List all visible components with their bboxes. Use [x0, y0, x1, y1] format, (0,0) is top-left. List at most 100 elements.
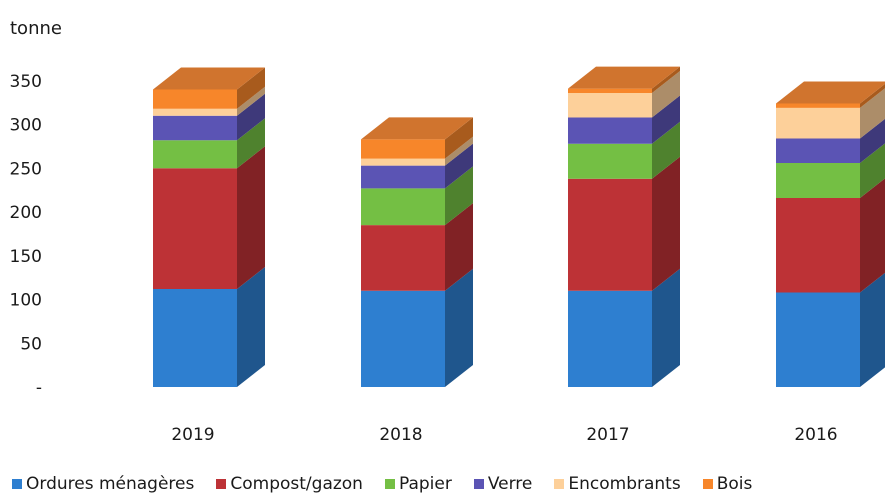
bar-segment — [776, 143, 885, 198]
bar-side — [237, 118, 265, 169]
bar-segment — [776, 88, 885, 139]
bar-segment — [361, 136, 473, 166]
bar-front — [361, 165, 445, 189]
y-tick-label: 300 — [10, 116, 42, 136]
bar-front — [153, 108, 237, 116]
bar-stack-2019 — [153, 67, 265, 387]
bar-front — [776, 103, 860, 108]
bar-side — [237, 86, 265, 116]
legend-label: Compost/gazon — [230, 474, 363, 494]
legend-swatch — [384, 479, 395, 489]
bar-side — [237, 267, 265, 387]
bar-top — [568, 66, 680, 89]
bar-front — [361, 290, 445, 387]
bar-front — [153, 115, 237, 141]
bar-side — [445, 203, 473, 291]
bar-side — [860, 118, 885, 163]
legend-item: Ordures ménagères — [12, 474, 194, 494]
legend-item: Compost/gazon — [216, 474, 363, 494]
legend-item: Verre — [473, 474, 533, 494]
bar-segment — [153, 86, 265, 116]
x-category-label: 2017 — [586, 425, 629, 445]
legend-swatch — [12, 479, 22, 489]
legend-item: Papier — [384, 474, 452, 494]
bar-front — [776, 138, 860, 163]
bar-front — [568, 143, 652, 179]
x-category-label: 2018 — [379, 425, 422, 445]
y-tick-label: - — [36, 378, 42, 398]
legend-item: Bois — [702, 474, 753, 494]
bar-segment — [153, 67, 265, 109]
y-tick-label: 350 — [10, 72, 42, 92]
bar-segment — [776, 83, 885, 108]
legend-label: Bois — [716, 474, 753, 494]
bar-stack-2016 — [776, 81, 885, 387]
bar-segment — [568, 95, 680, 144]
y-tick-label: 250 — [10, 159, 42, 179]
bar-segment — [568, 66, 680, 93]
bar-side — [445, 268, 473, 387]
bar-top — [776, 81, 885, 104]
bar-stack-2017 — [568, 66, 680, 387]
bar-segment — [568, 121, 680, 179]
x-category-label: 2019 — [171, 425, 214, 445]
bar-side — [652, 95, 680, 144]
bar-front — [776, 107, 860, 139]
bar-front — [568, 178, 652, 291]
bar-front — [776, 163, 860, 198]
bar-front — [568, 290, 652, 387]
bar-side — [652, 71, 680, 118]
y-axis-unit-label: tonne — [10, 18, 62, 39]
stacked-bar-chart: - 50 100 150 200 250 300 350 2019 2018 2017 2016 — [10, 66, 885, 445]
bar-front — [361, 158, 445, 166]
legend-label: Ordures ménagères — [26, 474, 195, 494]
legend-swatch — [554, 479, 565, 489]
bar-segment — [361, 268, 473, 387]
bar-side — [237, 146, 265, 289]
bar-stack-2018 — [361, 117, 473, 387]
y-tick-label: 100 — [10, 291, 42, 311]
bar-front — [776, 198, 860, 293]
bar-front — [361, 225, 445, 291]
bar-segment — [361, 143, 473, 189]
bar-front — [776, 292, 860, 387]
bar-side — [445, 136, 473, 166]
bar-segment — [361, 166, 473, 226]
legend-label: Encombrants — [568, 474, 681, 494]
bar-side — [860, 83, 885, 108]
bar-segment — [776, 178, 885, 293]
y-tick-label: 200 — [10, 203, 42, 223]
bar-side — [445, 117, 473, 159]
x-category-label: 2016 — [794, 425, 837, 445]
legend-item: Encombrants — [554, 474, 681, 494]
bar-side — [860, 272, 885, 387]
bar-segment — [153, 146, 265, 289]
bar-front — [568, 117, 652, 144]
bar-top — [361, 117, 473, 140]
bar-side — [237, 93, 265, 141]
bar-side — [237, 67, 265, 109]
bar-segment — [153, 93, 265, 141]
bar-segment — [776, 118, 885, 163]
bar-front — [153, 140, 237, 169]
bar-front — [361, 139, 445, 159]
y-tick-label: 50 — [20, 334, 42, 354]
bar-segment — [361, 117, 473, 159]
bar-front — [568, 93, 652, 118]
bar-top — [153, 67, 265, 90]
bar-segment — [153, 118, 265, 169]
bar-side — [860, 178, 885, 293]
legend-label: Papier — [398, 474, 452, 494]
bar-segment — [568, 71, 680, 118]
legend-label: Verre — [487, 474, 533, 494]
bar-side — [860, 143, 885, 198]
bar-front — [153, 89, 237, 109]
bar-front — [153, 168, 237, 289]
bar-segment — [776, 272, 885, 387]
bar-segment — [361, 203, 473, 291]
bar-side — [652, 156, 680, 291]
bar-side — [652, 268, 680, 387]
bar-front — [568, 88, 652, 93]
bar-segment — [153, 267, 265, 387]
legend-swatch — [702, 479, 713, 489]
